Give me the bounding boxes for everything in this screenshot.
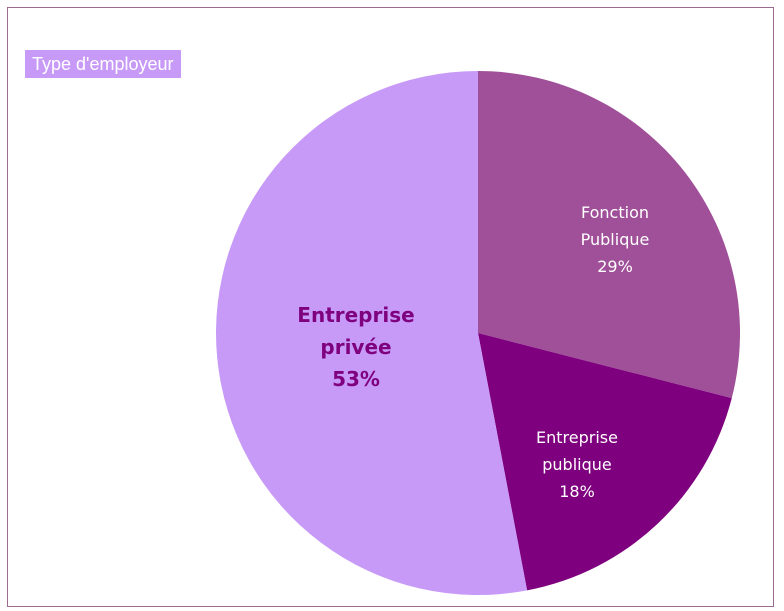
- chart-title: Type d'employeur: [25, 50, 181, 78]
- slice-label-entreprise-privee: Entreprise privée 53%: [297, 303, 414, 391]
- slice-label-entreprise-publique: Entreprise publique 18%: [536, 428, 618, 501]
- slice-name-line: publique: [542, 455, 611, 474]
- pie-slice-fonction-publique: [478, 71, 741, 399]
- slice-percent: 53%: [332, 367, 380, 391]
- slice-name-line: Fonction: [581, 203, 649, 222]
- pie-slices: [216, 71, 741, 595]
- slice-name-line: Publique: [581, 230, 650, 249]
- slice-name-line: Entreprise: [536, 428, 618, 447]
- slice-name-line: Entreprise: [297, 303, 414, 327]
- slice-name-line: privée: [320, 335, 391, 359]
- slice-label-fonction-publique: Fonction Publique 29%: [581, 203, 650, 276]
- pie-slice-entreprise-privee: [216, 71, 528, 595]
- slice-percent: 18%: [559, 482, 595, 501]
- pie-labels: Fonction Publique 29% Entreprise publique 18%…: [297, 203, 649, 501]
- slice-percent: 29%: [597, 257, 633, 276]
- pie-slice-entreprise-publique: [478, 333, 732, 591]
